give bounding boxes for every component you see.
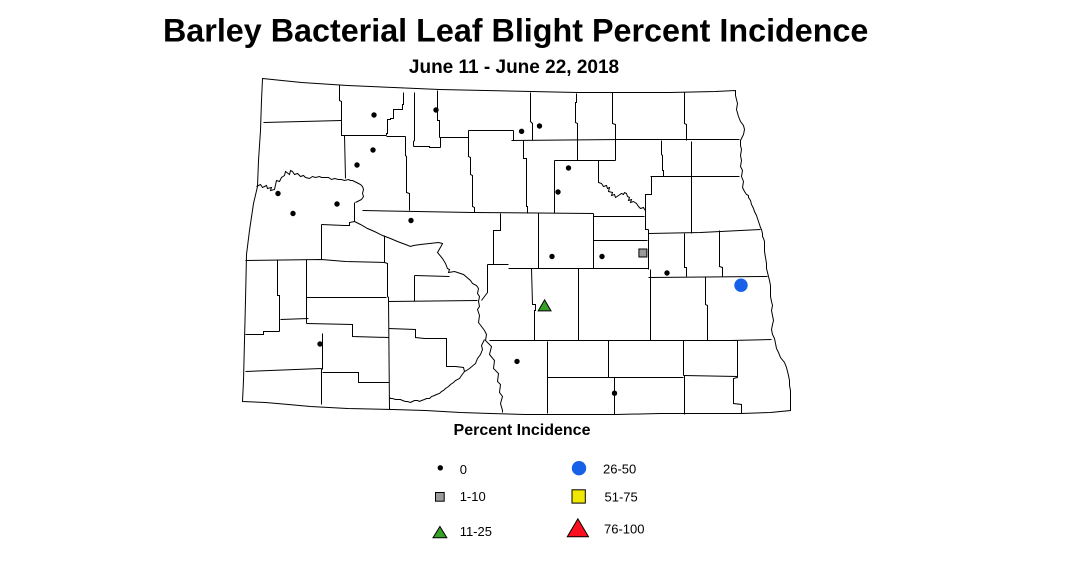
svg-text:0: 0 [460, 462, 467, 477]
svg-text:1-10: 1-10 [460, 489, 486, 504]
svg-text:Barley Bacterial Leaf Blight P: Barley Bacterial Leaf Blight Percent Inc… [163, 13, 868, 49]
svg-text:26-50: 26-50 [603, 462, 636, 477]
svg-text:51-75: 51-75 [605, 490, 638, 505]
svg-text:11-25: 11-25 [460, 524, 492, 539]
svg-text:Percent Incidence: Percent Incidence [454, 422, 591, 439]
svg-text:June 11 - June 22, 2018: June 11 - June 22, 2018 [409, 57, 619, 78]
svg-text:76-100: 76-100 [604, 522, 644, 537]
